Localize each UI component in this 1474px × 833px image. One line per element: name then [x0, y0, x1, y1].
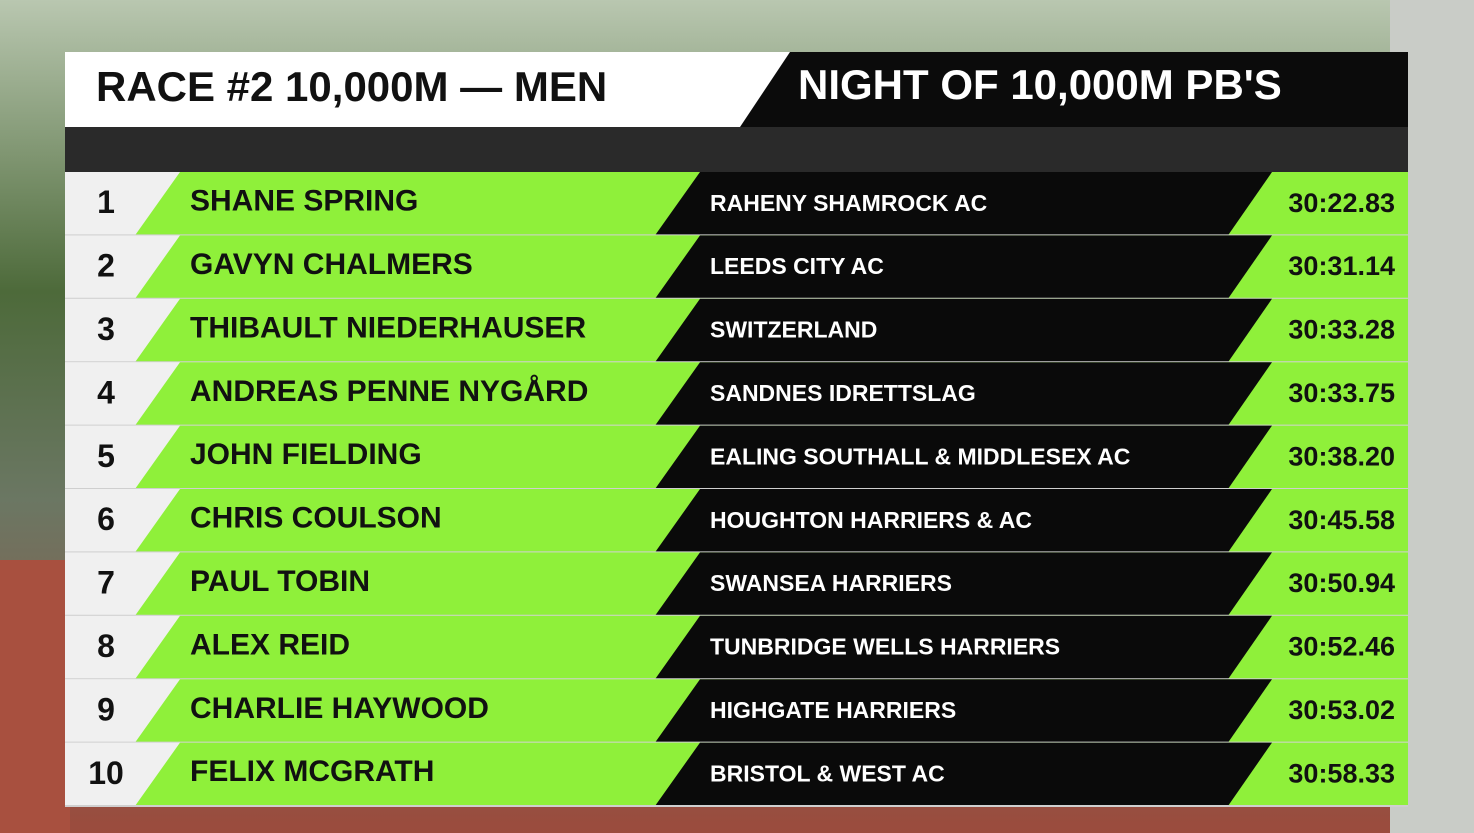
athlete-name: ANDREAS PENNE NYGÅRD — [190, 375, 588, 408]
place: 4 — [97, 374, 115, 410]
row-club-band — [655, 615, 1272, 680]
place: 8 — [97, 628, 115, 664]
title-plate — [65, 52, 790, 127]
time: 30:50.94 — [1288, 568, 1395, 598]
athlete-name: ALEX REID — [190, 628, 350, 661]
time: 30:31.14 — [1288, 251, 1395, 281]
track — [0, 560, 70, 833]
row-club-band — [655, 235, 1272, 299]
club: SWITZERLAND — [710, 317, 877, 343]
club: HIGHGATE HARRIERS — [710, 697, 956, 723]
row-club-band — [655, 425, 1272, 489]
club: RAHENY SHAMROCK AC — [710, 190, 987, 216]
athlete-name: PAUL TOBIN — [190, 565, 370, 598]
club: HOUGHTON HARRIERS & AC — [710, 507, 1032, 533]
header-strip — [65, 127, 1408, 172]
place: 5 — [97, 438, 115, 474]
athlete-name: FELIX MCGRATH — [190, 755, 434, 788]
row-club-band — [655, 298, 1272, 363]
club: TUNBRIDGE WELLS HARRIERS — [710, 634, 1060, 660]
athlete-name: GAVYN CHALMERS — [190, 248, 473, 281]
athlete-name: THIBAULT NIEDERHAUSER — [190, 311, 586, 344]
athlete-name: CHARLIE HAYWOOD — [190, 692, 489, 725]
row-club-band — [655, 172, 1272, 236]
club: SANDNES IDRETTSLAG — [710, 380, 976, 406]
time: 30:33.75 — [1288, 378, 1395, 408]
results-table: 1 SHANE SPRING RAHENY SHAMROCK AC 30:22.83 2… — [65, 172, 1408, 807]
row-club-band — [655, 489, 1272, 553]
row-club-band — [655, 742, 1272, 806]
time: 30:38.20 — [1288, 441, 1395, 471]
row-club-band — [655, 552, 1272, 616]
place: 6 — [97, 501, 115, 537]
row-club-band — [655, 679, 1272, 743]
time: 30:53.02 — [1288, 695, 1395, 725]
club: SWANSEA HARRIERS — [710, 570, 952, 596]
time: 30:52.46 — [1288, 632, 1395, 662]
athlete-name: SHANE SPRING — [190, 185, 418, 218]
club: LEEDS CITY AC — [710, 253, 884, 279]
place: 9 — [97, 691, 115, 727]
club: EALING SOUTHALL & MIDDLESEX AC — [710, 443, 1130, 469]
row-club-band — [655, 362, 1272, 426]
place: 1 — [97, 184, 115, 220]
subtitle: NIGHT OF 10,000M PB'S — [798, 61, 1282, 108]
athlete-name: JOHN FIELDING — [190, 438, 422, 471]
place: 3 — [97, 311, 115, 347]
place: 2 — [97, 248, 115, 284]
club: BRISTOL & WEST AC — [710, 760, 945, 786]
time: 30:58.33 — [1288, 758, 1395, 788]
place: 7 — [97, 565, 115, 601]
time: 30:33.28 — [1288, 315, 1395, 345]
time: 30:45.58 — [1288, 505, 1395, 535]
athlete-name: CHRIS COULSON — [190, 502, 442, 535]
title: RACE #2 10,000M — MEN — [96, 63, 607, 110]
place: 10 — [88, 755, 124, 791]
time: 30:22.83 — [1288, 188, 1395, 218]
